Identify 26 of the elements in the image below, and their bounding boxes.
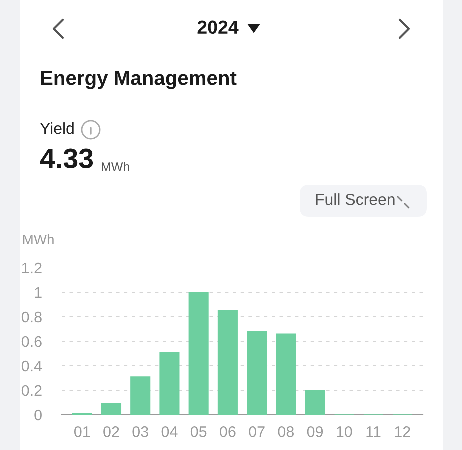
x-tick-label: 12 xyxy=(395,426,410,438)
y-tick-label: 0.2 xyxy=(22,385,42,396)
y-axis-title: MWh xyxy=(23,234,54,245)
x-tick-label: 04 xyxy=(162,426,178,438)
y-tick-label: 0.4 xyxy=(22,360,42,372)
x-tick-label: 08 xyxy=(278,426,294,438)
y-tick-label: 0 xyxy=(34,410,42,421)
y-tick-label: 1 xyxy=(35,288,42,298)
x-tick-label: 06 xyxy=(220,426,236,438)
x-tick-label: 01 xyxy=(74,426,90,438)
text: 2024 xyxy=(198,20,239,34)
x-tick-label: 03 xyxy=(132,426,148,438)
y-tick-label: 1.2 xyxy=(22,262,42,274)
y-tick-label: 0.8 xyxy=(22,312,42,323)
x-tick-label: 02 xyxy=(104,426,120,438)
text: Yield xyxy=(40,122,74,134)
x-tick-label: 09 xyxy=(307,426,324,438)
y-tick-label: 0.6 xyxy=(22,336,42,348)
text: MWh xyxy=(102,162,130,172)
x-tick-label: 05 xyxy=(190,426,207,438)
chart-title: Energy Management xyxy=(41,71,237,90)
x-tick-label: 10 xyxy=(337,426,352,438)
text: Full Screen xyxy=(316,194,395,206)
x-tick-label: 07 xyxy=(249,426,265,438)
text: 4.33 xyxy=(40,148,94,168)
x-tick-label: 11 xyxy=(366,426,381,438)
